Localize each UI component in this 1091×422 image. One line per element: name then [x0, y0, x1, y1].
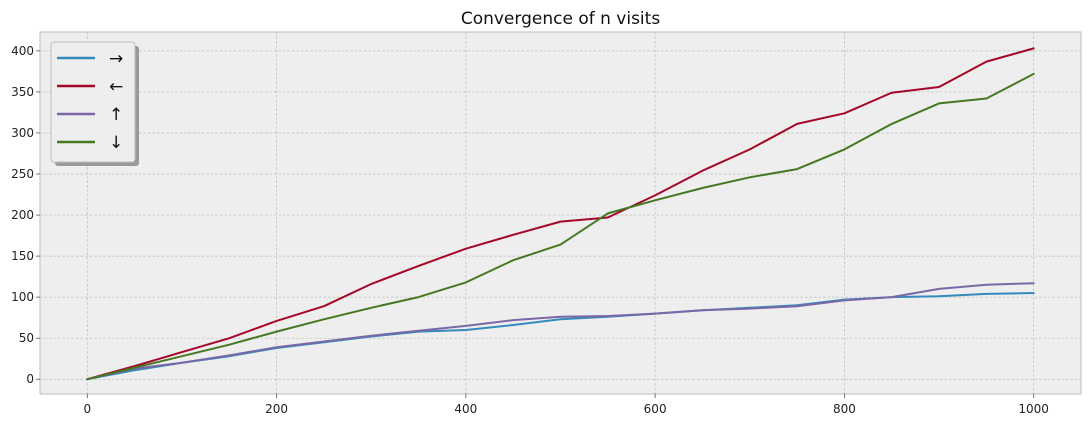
- x-tick-label: 600: [644, 402, 667, 416]
- axes: 0 200 400 600 800 1000 0 50 100 150 200 250 300 350 40…: [11, 44, 1049, 416]
- y-tick-label: 150: [11, 249, 34, 263]
- series-line-3: [86, 72, 1035, 381]
- legend-label: ↓: [109, 133, 123, 153]
- x-tick-label: 400: [454, 402, 477, 416]
- legend: → ← ↑ ↓: [50, 41, 139, 166]
- x-tick-label: 1000: [1018, 402, 1049, 416]
- y-tick-label: 100: [11, 290, 34, 304]
- y-tick-label: 50: [19, 331, 34, 345]
- x-tick-label: 800: [833, 402, 856, 416]
- legend-label: ←: [109, 77, 123, 97]
- y-tick-label: 200: [11, 208, 34, 222]
- series-line-1: [86, 47, 1035, 381]
- y-tick-label: 250: [11, 167, 34, 181]
- legend-box: [50, 41, 136, 163]
- grid-lines: [40, 32, 1081, 394]
- y-tick-label: 350: [11, 85, 34, 99]
- y-tick-label: 400: [11, 44, 34, 58]
- x-tick-label: 200: [265, 402, 288, 416]
- chart-title: Convergence of n visits: [461, 9, 660, 29]
- series-lines: [86, 47, 1035, 381]
- y-tick-label: 0: [26, 372, 34, 386]
- plot-area: [39, 31, 1082, 395]
- y-tick-label: 300: [11, 126, 34, 140]
- series-line-2: [86, 282, 1035, 381]
- legend-label: ↑: [109, 105, 123, 125]
- legend-label: →: [109, 49, 123, 69]
- x-tick-label: 0: [83, 402, 91, 416]
